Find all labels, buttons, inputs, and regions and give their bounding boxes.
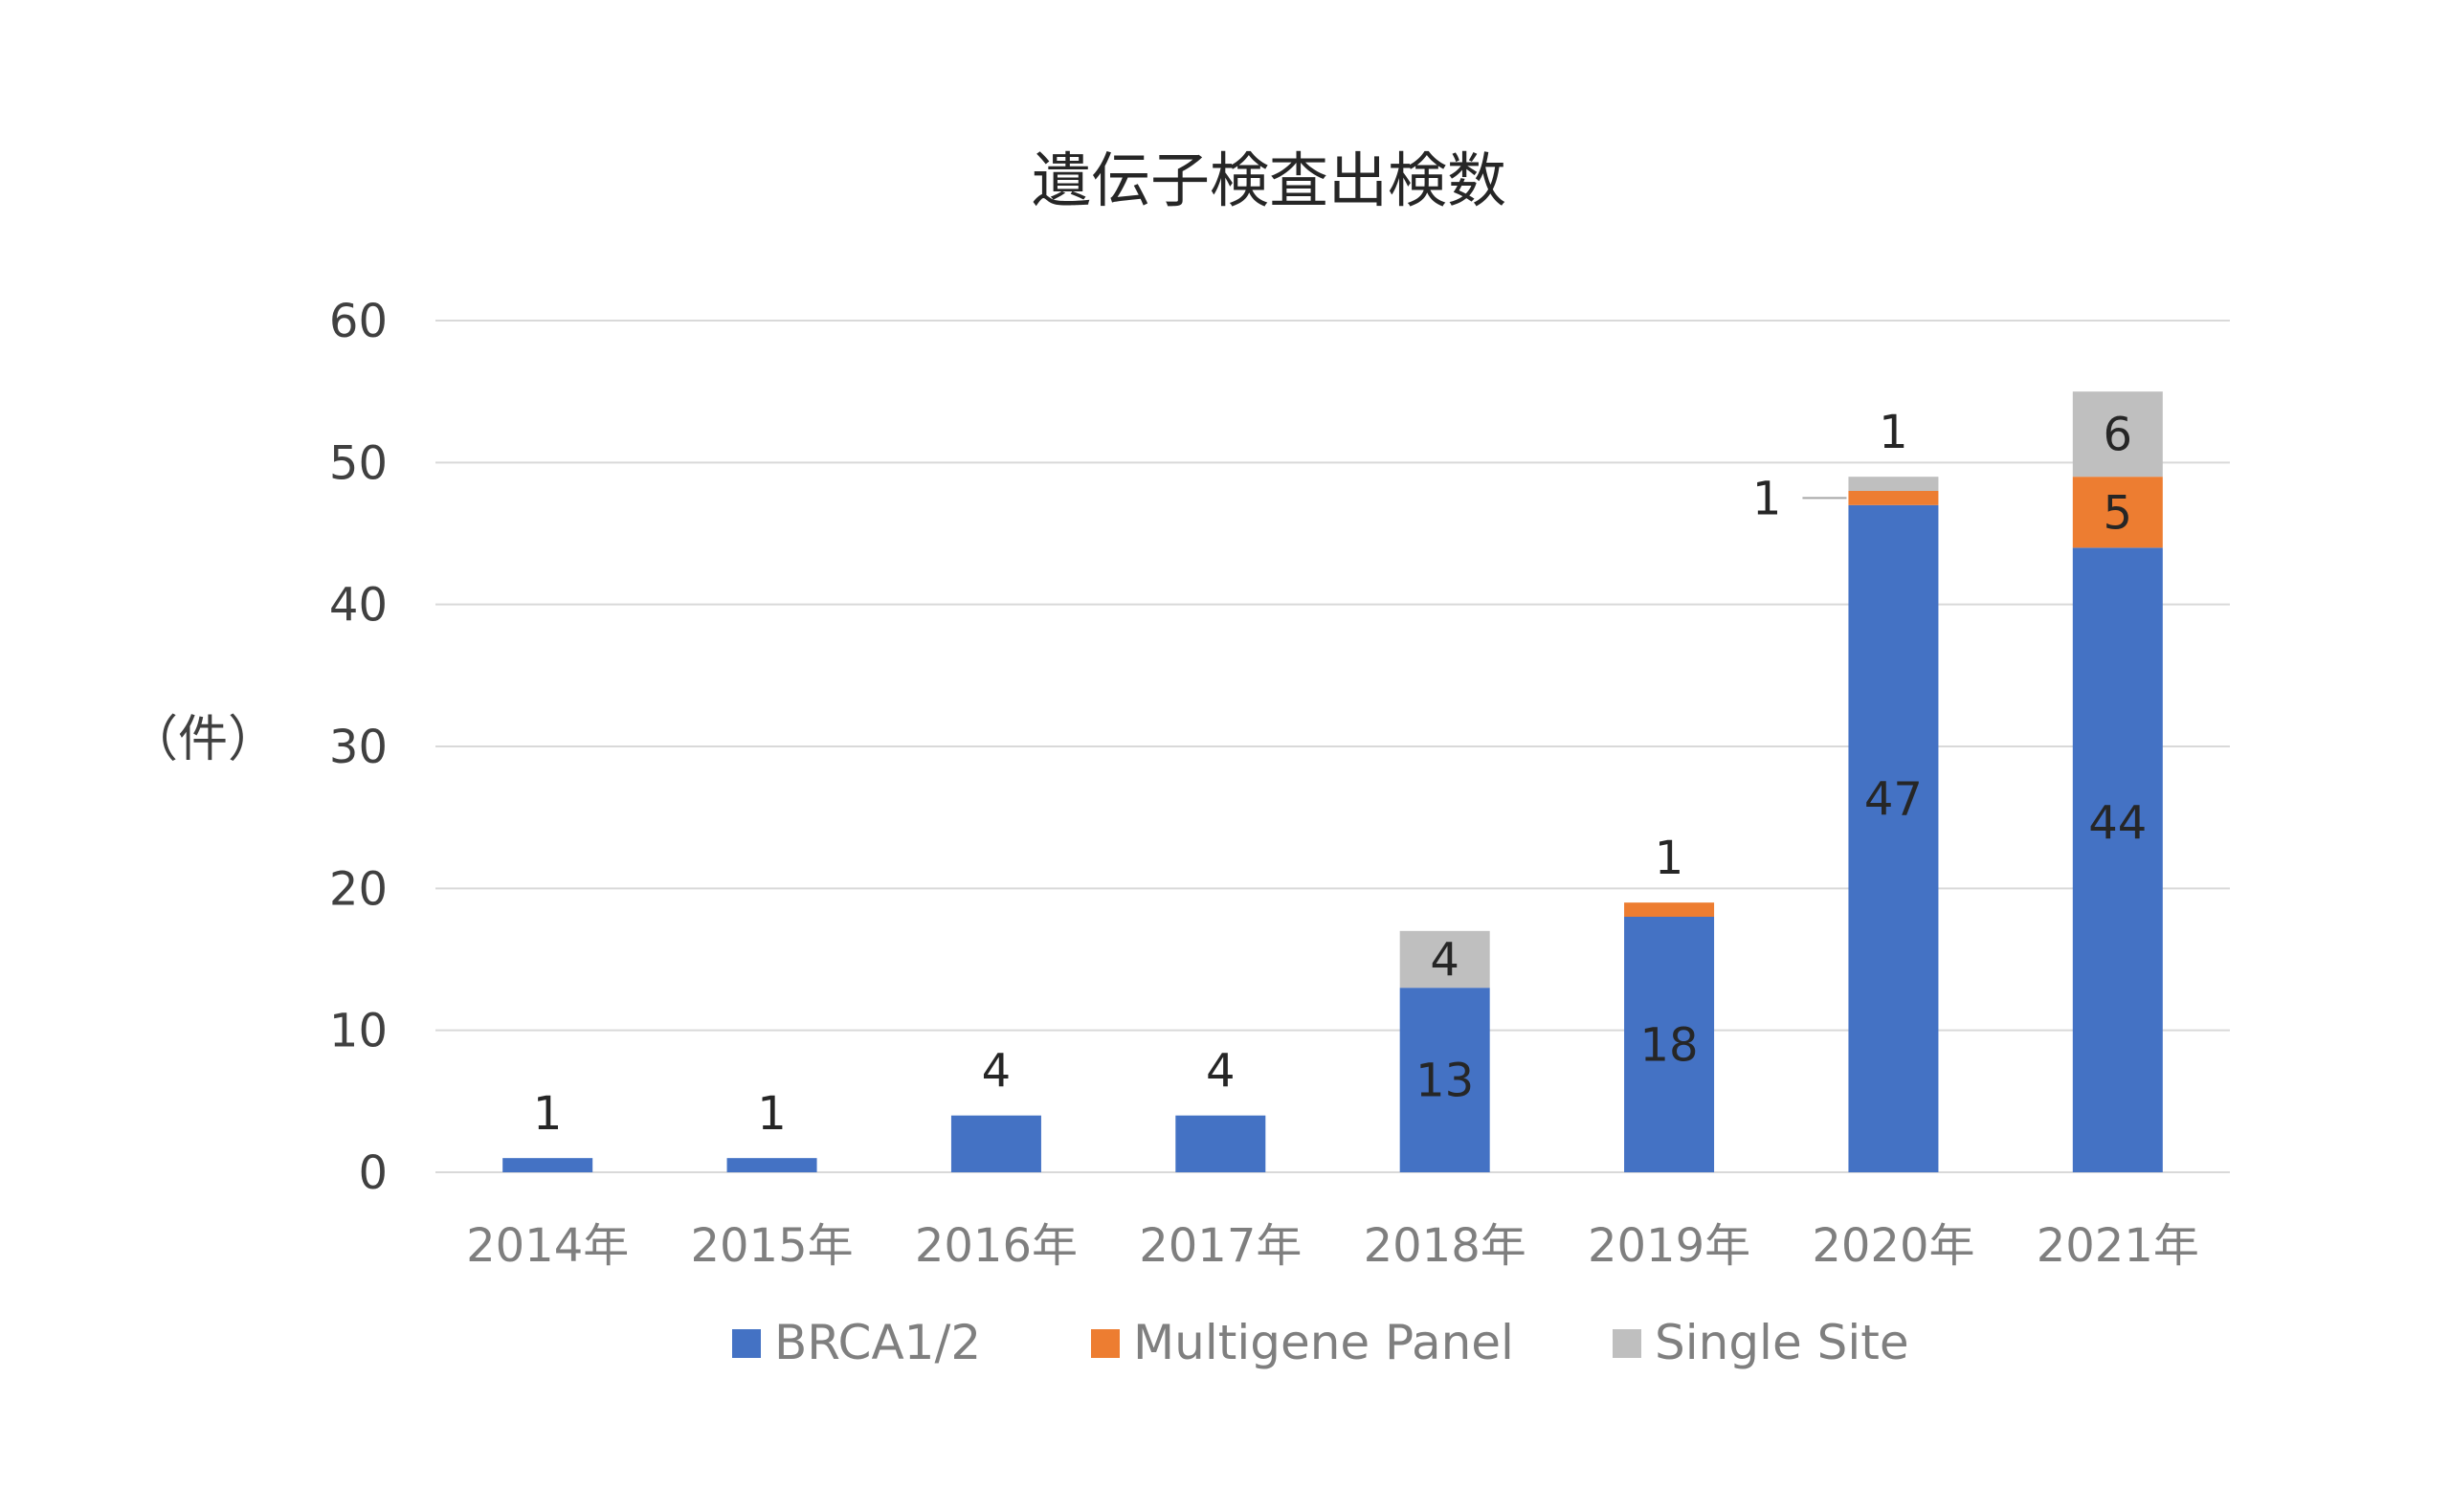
data-label: 18 xyxy=(1640,1019,1699,1073)
x-tick-label: 2021年 xyxy=(2037,1219,2199,1273)
legend-label: Single Site xyxy=(1655,1315,1909,1370)
data-label: 4 xyxy=(1206,1045,1236,1099)
y-tick-label: 0 xyxy=(358,1146,388,1200)
data-label: 4 xyxy=(982,1045,1012,1099)
data-label: 1 xyxy=(757,1087,787,1141)
y-tick-label: 10 xyxy=(329,1005,388,1058)
x-tick-label: 2017年 xyxy=(1139,1219,1302,1273)
x-tick-label: 2020年 xyxy=(1812,1219,1974,1273)
bar-segment xyxy=(1848,504,1939,1172)
data-label: 1 xyxy=(533,1087,563,1141)
data-label: 47 xyxy=(1864,773,1923,827)
y-axis-unit-label: （件） xyxy=(128,711,278,768)
y-tick-label: 50 xyxy=(329,436,388,490)
bar-segment xyxy=(502,1158,593,1172)
legend-swatch xyxy=(1091,1329,1120,1358)
bar-segment xyxy=(1848,477,1939,491)
y-tick-label: 60 xyxy=(329,295,388,348)
bars xyxy=(502,391,2163,1172)
bar-segment xyxy=(950,1115,1041,1172)
bar-segment xyxy=(2072,391,2163,478)
legend-label: Multigene Panel xyxy=(1133,1315,1514,1370)
x-tick-label: 2016年 xyxy=(915,1219,1078,1273)
data-label: 13 xyxy=(1415,1055,1474,1108)
data-label: 6 xyxy=(2104,409,2133,462)
bar-segment xyxy=(2072,547,2163,1172)
data-label: 1 xyxy=(1752,472,1782,525)
y-axis-ticks: 0 10 20 30 40 50 60 xyxy=(329,295,388,1200)
bar-segment xyxy=(1399,930,1490,989)
y-tick-label: 30 xyxy=(329,721,388,774)
data-label: 4 xyxy=(1430,934,1459,988)
data-label: 1 xyxy=(1879,406,1908,459)
data-label: 1 xyxy=(1655,832,1684,885)
x-tick-label: 2019年 xyxy=(1588,1219,1750,1273)
x-tick-label: 2015年 xyxy=(690,1219,853,1273)
legend-label: BRCA1/2 xyxy=(774,1315,981,1370)
bar-segment xyxy=(2072,477,2163,548)
legend-swatch xyxy=(732,1329,761,1358)
bar-segment xyxy=(1624,917,1715,1172)
bar-segment xyxy=(1175,1115,1266,1172)
data-label: 5 xyxy=(2104,486,2133,540)
bar-segment xyxy=(1399,988,1490,1172)
y-tick-label: 40 xyxy=(329,579,388,633)
x-axis-ticks: 2014年 2015年 2016年 2017年 2018年 2019年 2020年 2021年 xyxy=(466,1219,2199,1273)
y-tick-label: 20 xyxy=(329,862,388,916)
data-label: 44 xyxy=(2088,797,2147,851)
chart-title: 遺伝子検査出検数 xyxy=(1032,145,1506,215)
bar-segment xyxy=(726,1158,817,1172)
x-tick-label: 2014年 xyxy=(466,1219,629,1273)
legend-swatch xyxy=(1613,1329,1641,1358)
x-tick-label: 2018年 xyxy=(1364,1219,1526,1273)
bar-segment xyxy=(1624,902,1715,917)
legend: BRCA1/2 Multigene Panel Single Site xyxy=(732,1315,1909,1370)
bar-segment xyxy=(1848,491,1939,505)
gridlines xyxy=(435,320,2230,1173)
